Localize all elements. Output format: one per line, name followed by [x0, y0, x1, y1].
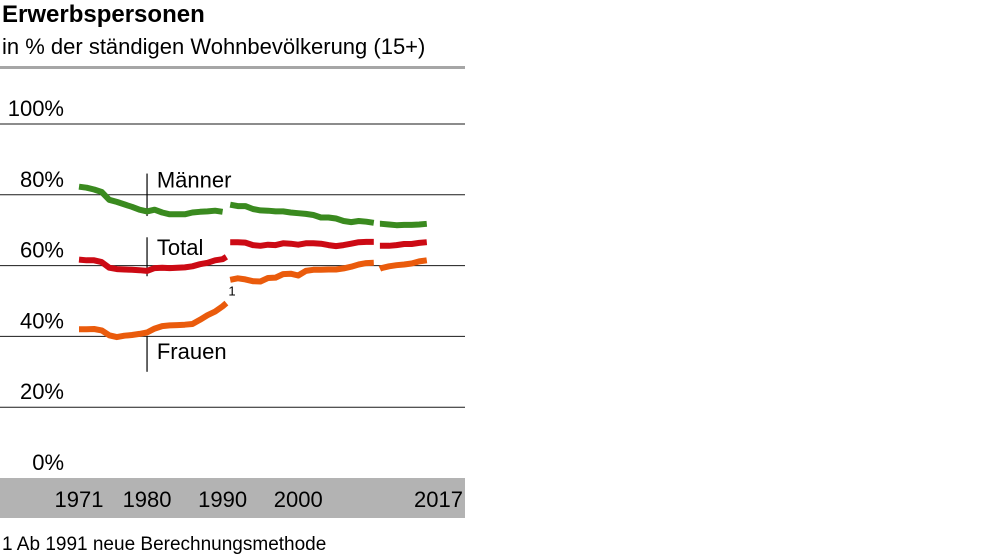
y-axis-ticks: 0% 20% 40% 60% 80% 100% [8, 96, 64, 475]
x-tick-label: 1971 [55, 487, 104, 512]
footnote-marker: 1 [228, 283, 235, 298]
line-chart: 1971 1980 1990 2000 2017 0%20%40%60%80%100% … [0, 96, 465, 518]
footnote: 1 Ab 1991 neue Berechnungsmethode [2, 534, 327, 555]
x-axis-band [0, 478, 465, 518]
y-tick-label: 0% [32, 450, 64, 475]
chart-subtitle: in % der ständigen Wohnbevölkerung (15+) [2, 34, 426, 59]
series-line [378, 220, 428, 229]
y-tick-label: 60% [20, 238, 64, 263]
y-tick-label: 20% [20, 379, 64, 404]
series-lines [78, 183, 428, 341]
series-line [378, 257, 428, 272]
y-tick-label: 40% [20, 308, 64, 333]
y-tick-label: 100% [8, 96, 64, 121]
series-label: Männer [157, 168, 232, 193]
x-tick-label: 2000 [274, 487, 323, 512]
series-label: Total [157, 235, 203, 260]
series-label: Frauen [157, 339, 227, 364]
x-axis-ticks: 1971 1980 1990 2000 2017 [55, 487, 463, 512]
series-line [78, 254, 229, 274]
series-line [79, 300, 229, 341]
y-tick-label: 80% [20, 167, 64, 192]
x-tick-label: 1990 [198, 487, 247, 512]
series-line [378, 239, 428, 249]
x-tick-label: 2017 [414, 487, 463, 512]
chart-title: Erwerbspersonen [2, 1, 205, 28]
title-divider [0, 66, 465, 69]
series-line [229, 259, 374, 285]
series-line [78, 183, 224, 218]
x-tick-label: 1980 [123, 487, 172, 512]
series-line [230, 238, 374, 250]
series-line [229, 201, 375, 226]
annotations: 1 [228, 283, 235, 298]
series-labels: Männer Total Frauen [157, 168, 232, 364]
